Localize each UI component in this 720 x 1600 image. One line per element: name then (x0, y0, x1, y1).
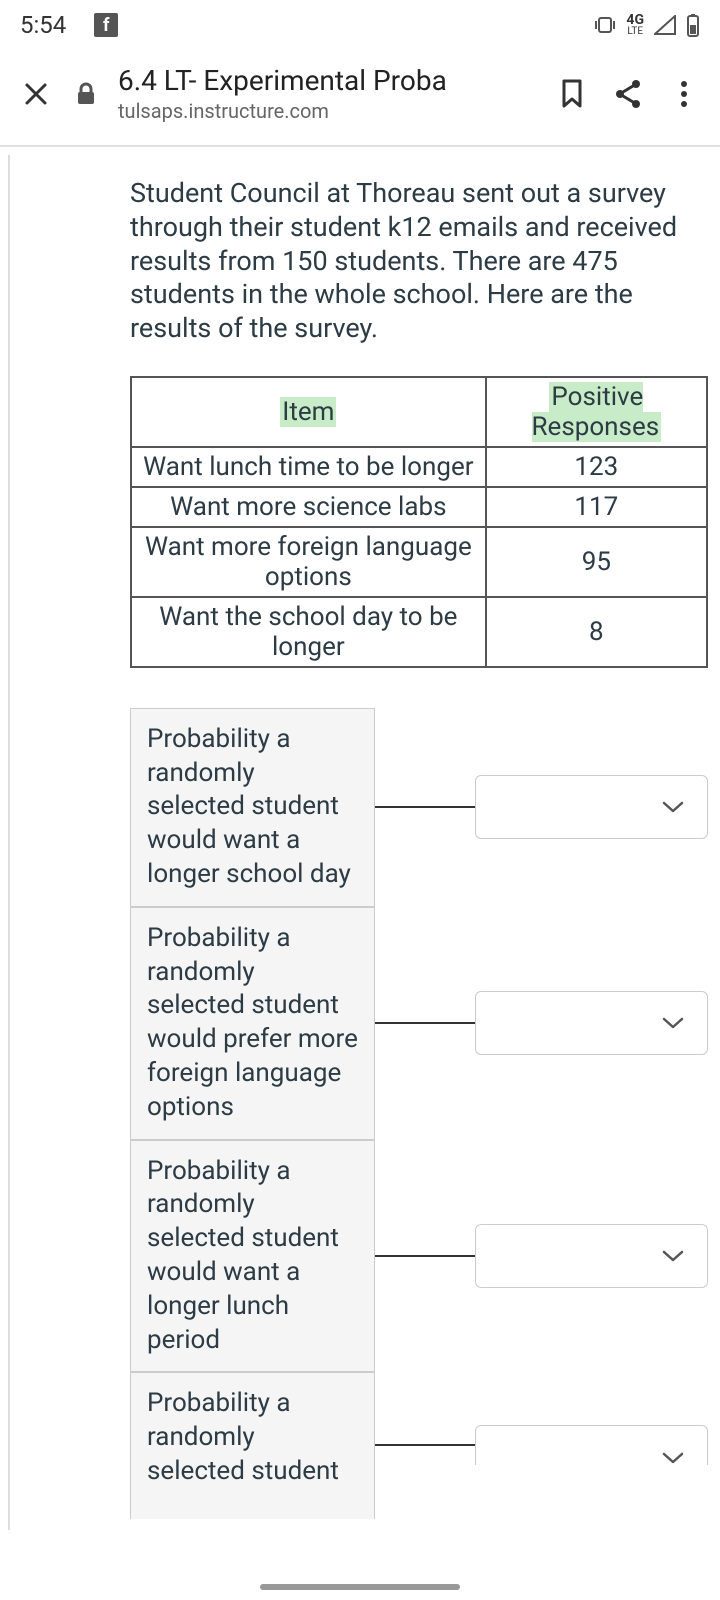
table-row: Want the school day to be longer 8 (131, 597, 707, 667)
intro-text: Student Council at Thoreau sent out a su… (130, 177, 708, 346)
answer-dropdown[interactable] (475, 991, 708, 1055)
match-row: Probability a randomly selected student … (130, 907, 708, 1140)
chevron-down-icon (661, 1451, 685, 1465)
lock-icon (74, 76, 98, 112)
table-row: Want lunch time to be longer 123 (131, 447, 707, 487)
more-icon[interactable] (666, 76, 702, 112)
facebook-notification-icon: f (94, 13, 118, 37)
content-left-border (8, 155, 10, 1530)
page-title: 6.4 LT- Experimental Proba (118, 64, 534, 97)
chevron-down-icon (661, 800, 685, 814)
page-title-block[interactable]: 6.4 LT- Experimental Proba tulsaps.instr… (118, 64, 534, 123)
connector-line (375, 1255, 475, 1257)
match-row: Probability a randomly selected student … (130, 1140, 708, 1373)
chevron-down-icon (661, 1016, 685, 1030)
table-header-item: Item (131, 377, 486, 447)
bookmark-icon[interactable] (554, 76, 590, 112)
table-header-responses: Positive Responses (486, 377, 707, 447)
match-question: Probability a randomly selected student … (130, 708, 375, 907)
vibrate-icon (594, 16, 616, 34)
table-row: Want more foreign language options 95 (131, 527, 707, 597)
chevron-down-icon (661, 1249, 685, 1263)
close-icon[interactable] (18, 76, 54, 112)
page-url: tulsaps.instructure.com (118, 99, 534, 123)
table-row: Want more science labs 117 (131, 487, 707, 527)
share-icon[interactable] (610, 76, 646, 112)
answer-dropdown[interactable] (475, 775, 708, 839)
match-row: Probability a randomly selected student (130, 1372, 708, 1518)
connector-line (375, 806, 475, 808)
answer-dropdown[interactable] (475, 1224, 708, 1288)
answer-dropdown[interactable] (475, 1425, 708, 1465)
content-area: Student Council at Thoreau sent out a su… (0, 147, 720, 1519)
browser-bar: 6.4 LT- Experimental Proba tulsaps.instr… (0, 50, 720, 145)
status-time: 5:54 (20, 11, 66, 39)
status-right: 4G LTE (594, 13, 700, 37)
match-question: Probability a randomly selected student (130, 1372, 375, 1518)
battery-icon (686, 13, 700, 37)
match-question: Probability a randomly selected student … (130, 1140, 375, 1373)
match-question: Probability a randomly selected student … (130, 907, 375, 1140)
survey-table: Item Positive Responses Want lunch time … (130, 376, 708, 668)
connector-line (375, 1022, 475, 1024)
status-bar: 5:54 f 4G LTE (0, 0, 720, 50)
connector-line (375, 1444, 475, 1446)
gesture-bar[interactable] (260, 1584, 460, 1590)
network-indicator: 4G LTE (626, 13, 644, 37)
match-row: Probability a randomly selected student … (130, 708, 708, 907)
signal-icon (654, 15, 676, 35)
